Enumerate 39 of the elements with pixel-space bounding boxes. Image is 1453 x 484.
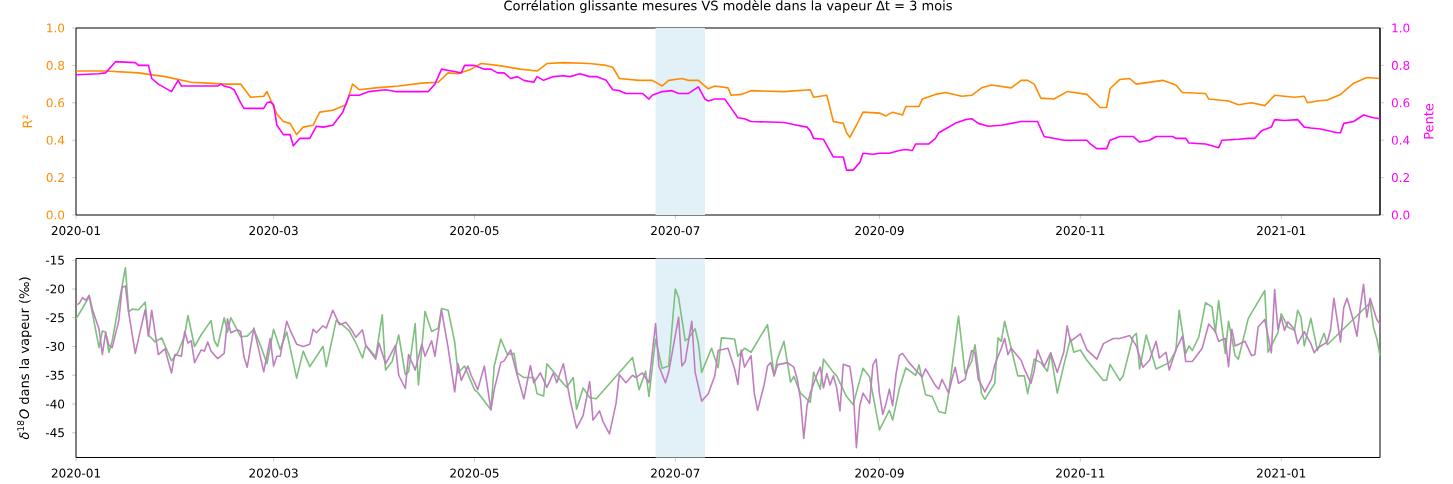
line-series [75, 283, 1381, 449]
x-tick-label: 2020-01 [51, 468, 100, 478]
y2-tick-label: 0.6 [1391, 98, 1410, 108]
y2-axis-title: Pente [1423, 103, 1434, 139]
x-tick-label: 2020-03 [249, 226, 298, 236]
y-tick-label: -30 [45, 341, 65, 352]
x-tick-label: 2020-05 [450, 226, 499, 236]
x-tick-label: 2021-01 [1257, 226, 1306, 236]
y-tick-label: -25 [45, 313, 64, 323]
x-tick-label: 2020-05 [450, 468, 499, 478]
y-tick-label: 0.8 [46, 60, 65, 70]
x-tick-label: 2020-11 [1056, 226, 1105, 236]
x-tick-label: 2020-01 [51, 226, 100, 236]
x-tick-label: 2020-11 [1056, 468, 1105, 478]
y-tick-label: 0.6 [46, 98, 65, 108]
x-tick-label: 2020-09 [855, 226, 904, 236]
y2-tick-label: 0.4 [1391, 135, 1410, 145]
y-tick-label: 1.0 [47, 23, 65, 33]
x-tick-label: 2020-09 [855, 468, 904, 478]
x-tick-label: 2020-07 [651, 468, 700, 478]
x-tick-label: 2020-03 [249, 468, 298, 478]
y-tick-label: 0.2 [46, 173, 64, 183]
y2-tick-label: 0.8 [1391, 60, 1410, 70]
y-tick-label: -40 [45, 399, 65, 409]
y-tick-label: -20 [45, 284, 65, 294]
y-tick-label: 0.0 [46, 210, 65, 220]
y-tick-label: -45 [45, 428, 64, 438]
y-tick-label: -15 [45, 255, 64, 265]
y-axis-title: δ$^{18}$O dans la vapeur (‰) [17, 277, 32, 440]
chart-title: Corrélation glissante mesures VS modèle dans la vapeur Δt = 3 mois [504, 0, 952, 13]
y2-tick-label: 0.2 [1391, 173, 1409, 183]
x-tick-label: 2020-07 [651, 226, 700, 236]
x-tick-label: 2021-01 [1257, 468, 1306, 478]
line-series [75, 61, 1381, 139]
y-axis-title: R² [22, 115, 33, 128]
y-tick-label: 0.4 [46, 135, 65, 145]
y2-tick-label: 0.0 [1391, 210, 1410, 220]
y-tick-label: -35 [45, 370, 64, 380]
y2-tick-label: 1.0 [1392, 23, 1410, 33]
